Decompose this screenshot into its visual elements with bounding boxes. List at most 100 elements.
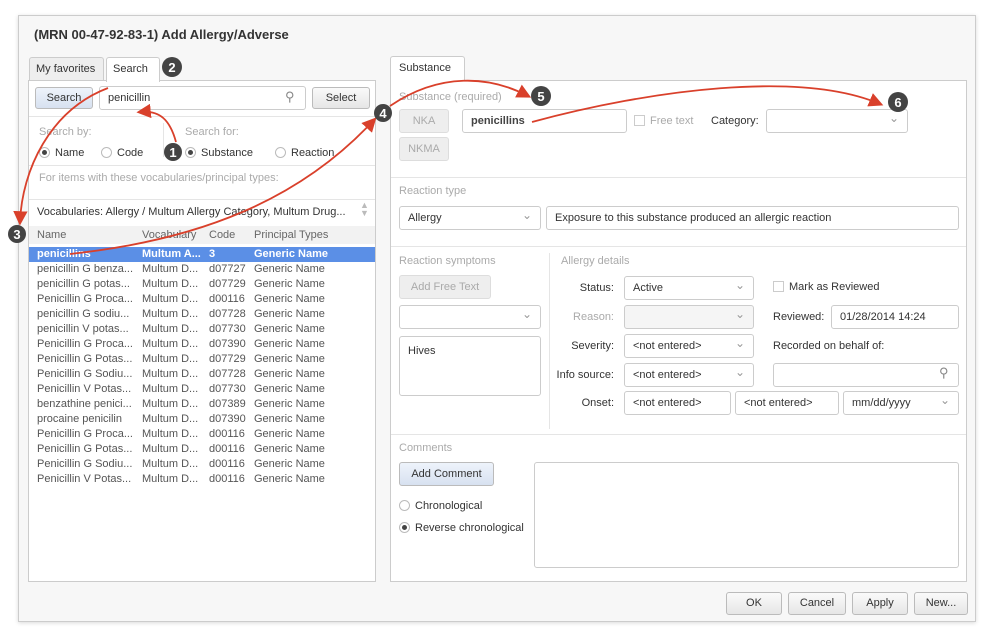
reaction-type-label: Reaction type bbox=[399, 185, 467, 197]
symptoms-list[interactable]: Hives bbox=[399, 336, 541, 396]
radio-substance[interactable]: Substance bbox=[185, 147, 253, 159]
svg-text:2: 2 bbox=[168, 60, 175, 75]
table-row[interactable]: penicillin G benza... Multum D... d07727 Ge… bbox=[29, 262, 375, 277]
table-cell: d07730 bbox=[209, 383, 246, 395]
table-row[interactable]: Penicillin G Potas... Multum D... d07729 Ge… bbox=[29, 352, 375, 367]
onset-input-1[interactable]: <not entered> bbox=[624, 391, 731, 415]
severity-label: Severity: bbox=[571, 340, 614, 352]
table-cell: penicillin G potas... bbox=[37, 278, 130, 290]
table-cell: d07730 bbox=[209, 323, 246, 335]
nka-button[interactable]: NKA bbox=[399, 109, 449, 133]
table-row[interactable]: Penicillin G Proca... Multum D... d00116 Ge… bbox=[29, 427, 375, 442]
reason-select[interactable] bbox=[624, 305, 754, 329]
table-row[interactable]: benzathine penici... Multum D... d07389 Gen… bbox=[29, 397, 375, 412]
info-source-select[interactable]: <not entered> bbox=[624, 363, 754, 387]
behalf-label: Recorded on behalf of: bbox=[773, 340, 885, 352]
reaction-description-input[interactable]: Exposure to this substance produced an a… bbox=[546, 206, 959, 230]
table-cell: Multum D... bbox=[142, 458, 199, 470]
symptom-select[interactable] bbox=[399, 305, 541, 329]
table-cell: Multum D... bbox=[142, 428, 199, 440]
col-code[interactable]: Code bbox=[209, 229, 236, 241]
table-row[interactable]: Penicillin V Potas... Multum D... d00116 Ge… bbox=[29, 472, 375, 487]
spinner-icon: ▲ ▼ bbox=[360, 200, 369, 218]
reason-label: Reason: bbox=[573, 311, 614, 323]
radio-chronological[interactable]: Chronological bbox=[399, 500, 482, 512]
table-cell: d07727 bbox=[209, 263, 246, 275]
reaction-type-select[interactable]: Allergy bbox=[399, 206, 541, 230]
table-cell: Generic Name bbox=[254, 338, 325, 350]
search-icon[interactable]: ⚲ bbox=[939, 365, 949, 380]
table-cell: d00116 bbox=[209, 458, 245, 470]
table-row[interactable]: Penicillin G Proca... Multum D... d00116 Ge… bbox=[29, 292, 375, 307]
table-cell: Generic Name bbox=[254, 353, 325, 365]
tab-my-favorites[interactable]: My favorites bbox=[29, 57, 104, 81]
new-button[interactable]: New... bbox=[914, 592, 968, 615]
reviewed-input[interactable]: 01/28/2014 14:24 bbox=[831, 305, 959, 329]
dialog-title: (MRN 00-47-92-83-1) Add Allergy/Adverse bbox=[34, 27, 289, 42]
table-cell: Generic Name bbox=[254, 293, 325, 305]
table-row[interactable]: Penicillin G Potas... Multum D... d00116 Ge… bbox=[29, 442, 375, 457]
table-cell: Penicillin G Proca... bbox=[37, 338, 133, 350]
cancel-button[interactable]: Cancel bbox=[788, 592, 846, 615]
table-row[interactable]: Penicillin V Potas... Multum D... d07730 Ge… bbox=[29, 382, 375, 397]
table-cell: benzathine penici... bbox=[37, 398, 132, 410]
add-free-text-button[interactable]: Add Free Text bbox=[399, 275, 491, 299]
table-cell: d07729 bbox=[209, 278, 246, 290]
vocabulary-select[interactable]: Vocabularies: Allergy / Multum Allergy C… bbox=[37, 206, 346, 218]
vocab-label: For items with these vocabularies/princi… bbox=[39, 172, 279, 184]
radio-code[interactable]: Code bbox=[101, 147, 143, 159]
onset-format-select[interactable]: mm/dd/yyyy bbox=[843, 391, 959, 415]
table-row[interactable]: penicillin G sodiu... Multum D... d07728 Ge… bbox=[29, 307, 375, 322]
table-cell: d07728 bbox=[209, 368, 246, 380]
ok-button[interactable]: OK bbox=[726, 592, 782, 615]
radio-reverse-chronological[interactable]: Reverse chronological bbox=[399, 522, 524, 534]
table-cell: Penicillin V Potas... bbox=[37, 383, 132, 395]
table-row[interactable]: Penicillin G Sodiu... Multum D... d07728 Ge… bbox=[29, 367, 375, 382]
free-text-checkbox[interactable]: Free text bbox=[634, 115, 693, 127]
severity-select[interactable]: <not entered> bbox=[624, 334, 754, 358]
table-cell: Penicillin G Sodiu... bbox=[37, 368, 133, 380]
arrow-4 bbox=[389, 79, 532, 107]
table-cell: d07389 bbox=[209, 398, 246, 410]
substance-input[interactable]: penicillins bbox=[462, 109, 627, 133]
radio-reaction[interactable]: Reaction bbox=[275, 147, 334, 159]
table-row[interactable]: Penicillin G Sodiu... Multum D... d00116 Ge… bbox=[29, 457, 375, 472]
symptom-item[interactable]: Hives bbox=[408, 345, 436, 357]
tab-search[interactable]: Search bbox=[106, 57, 160, 82]
onset-input-2[interactable]: <not entered> bbox=[735, 391, 839, 415]
add-comment-button[interactable]: Add Comment bbox=[399, 462, 494, 486]
table-cell: Generic Name bbox=[254, 458, 325, 470]
table-cell: Multum D... bbox=[142, 353, 199, 365]
table-cell: 3 bbox=[209, 248, 216, 260]
table-row[interactable]: penicillin G potas... Multum D... d07729 Ge… bbox=[29, 277, 375, 292]
col-name[interactable]: Name bbox=[37, 229, 67, 241]
table-row[interactable]: penicillins Multum A... 3 Generic Name bbox=[29, 247, 375, 262]
table-row[interactable]: procaine penicilin Multum D... d07390 Gener… bbox=[29, 412, 375, 427]
tab-substance[interactable]: Substance bbox=[390, 56, 465, 81]
radio-name[interactable]: Name bbox=[39, 147, 84, 159]
select-button[interactable]: Select bbox=[312, 87, 370, 109]
table-cell: Multum D... bbox=[142, 338, 199, 350]
search-panel: Search penicillin ⚲ Select Search by: Na… bbox=[28, 80, 376, 582]
behalf-input[interactable] bbox=[773, 363, 959, 387]
col-principal-types[interactable]: Principal Types bbox=[254, 229, 329, 241]
comments-textarea[interactable] bbox=[534, 462, 959, 568]
table-cell: Penicillin V Potas... bbox=[37, 473, 132, 485]
table-row[interactable]: penicillin V potas... Multum D... d07730 Ge… bbox=[29, 322, 375, 337]
status-select[interactable]: Active bbox=[624, 276, 754, 300]
svg-text:1: 1 bbox=[169, 145, 176, 160]
table-cell: Multum D... bbox=[142, 263, 199, 275]
table-cell: Multum D... bbox=[142, 398, 199, 410]
search-icon: ⚲ bbox=[285, 89, 295, 104]
table-cell: Generic Name bbox=[254, 368, 325, 380]
nkma-button[interactable]: NKMA bbox=[399, 137, 449, 161]
mark-reviewed-checkbox[interactable]: Mark as Reviewed bbox=[773, 281, 879, 293]
table-cell: Penicillin G Sodiu... bbox=[37, 458, 133, 470]
search-input[interactable]: penicillin bbox=[99, 86, 306, 110]
table-cell: Generic Name bbox=[254, 398, 325, 410]
table-row[interactable]: Penicillin G Proca... Multum D... d07390 Ge… bbox=[29, 337, 375, 352]
apply-button[interactable]: Apply bbox=[852, 592, 908, 615]
category-select[interactable] bbox=[766, 109, 908, 133]
table-cell: Multum D... bbox=[142, 443, 199, 455]
